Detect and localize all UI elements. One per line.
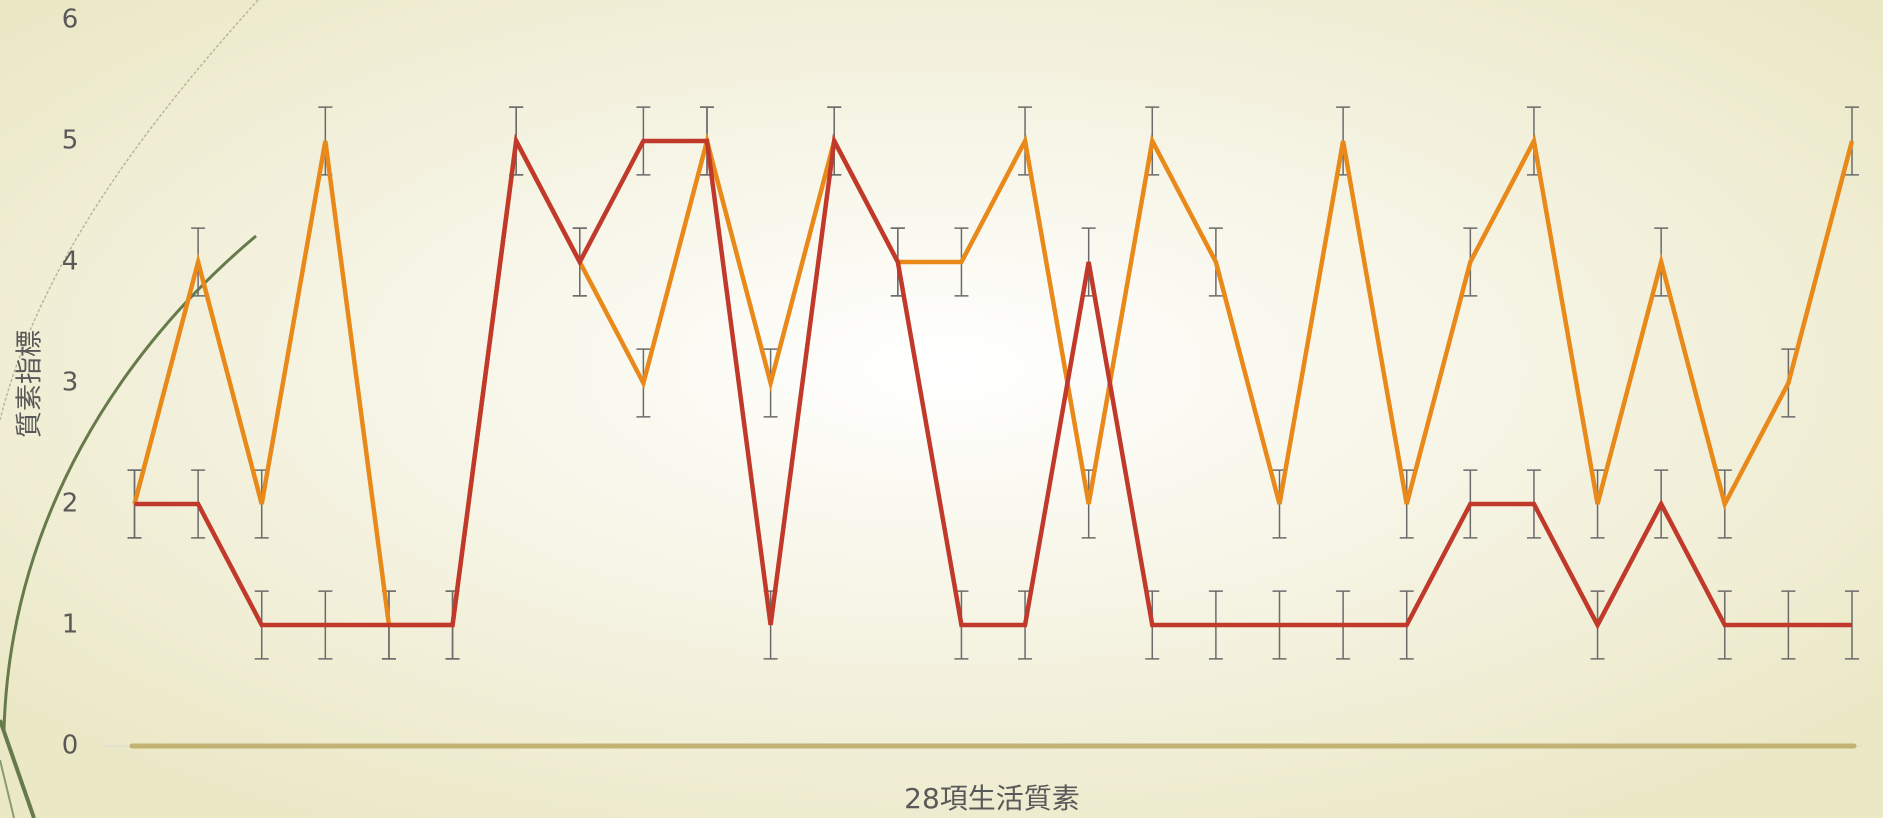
y-tick-label: 2 [62,489,79,519]
decor-curve [2,234,257,731]
y-tick-label: 3 [62,368,79,398]
y-tick-label: 5 [62,126,79,156]
y-tick-label: 4 [62,247,79,277]
y-tick-label: 6 [62,5,79,35]
decor-curve [0,759,15,818]
x-axis-title: 28項生活質素 [904,782,1080,815]
series-line [134,133,1852,630]
y-tick-label: 1 [62,610,79,640]
decor-curve [0,0,259,421]
y-tick-label: 0 [62,731,79,761]
decor-curve [0,719,36,818]
y-axis-title: 質素指標 [15,330,46,438]
